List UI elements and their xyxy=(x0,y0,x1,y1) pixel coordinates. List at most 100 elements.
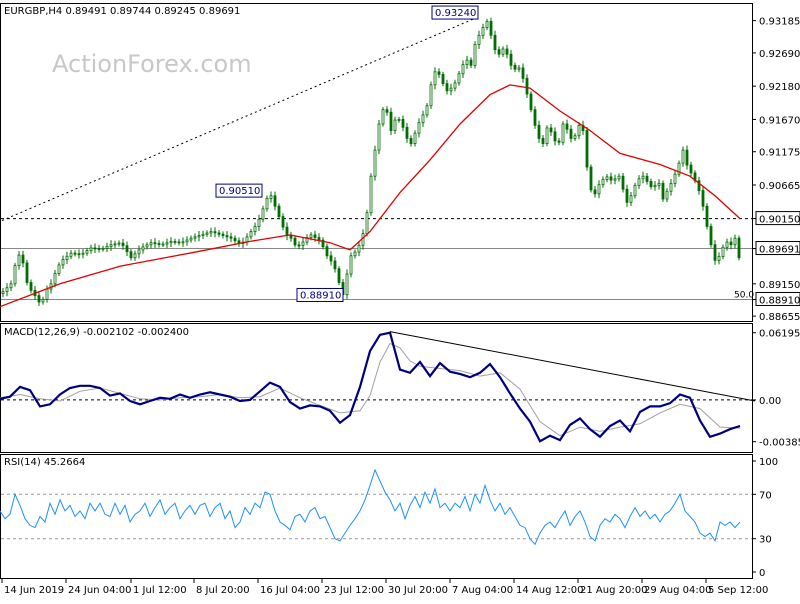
candle xyxy=(657,179,661,190)
candle xyxy=(301,237,305,250)
candle xyxy=(685,145,689,170)
candle xyxy=(609,172,613,185)
candle-body xyxy=(641,175,645,180)
candle xyxy=(149,239,153,249)
price-annotations: 0.93240 0.90510 0.88910 50.0 xyxy=(215,5,754,302)
candle xyxy=(65,251,69,264)
candle xyxy=(509,49,513,70)
candle xyxy=(421,110,425,127)
candle xyxy=(133,250,137,261)
candle-body xyxy=(133,253,137,259)
candle xyxy=(485,18,489,31)
candle-body xyxy=(197,235,201,238)
rsi-tick-0: 0 xyxy=(752,568,765,579)
candle-body xyxy=(685,149,689,166)
rsi-tick-0-text: 0 xyxy=(759,568,765,579)
candle-body xyxy=(225,235,229,238)
candle-body xyxy=(681,149,685,164)
candle xyxy=(173,238,177,245)
macd-tick--0.003851-text: -0.003851 xyxy=(759,438,800,449)
candle-body xyxy=(65,255,69,260)
candle-body xyxy=(549,127,553,133)
candle-body xyxy=(661,182,665,200)
candle xyxy=(13,262,17,287)
candle xyxy=(601,176,605,188)
candle xyxy=(409,135,413,147)
candle xyxy=(205,230,209,237)
rsi-tick-70-text: 70 xyxy=(759,490,772,501)
candle-body xyxy=(177,241,181,244)
candle-body xyxy=(725,241,729,248)
candle xyxy=(661,180,665,202)
candle-body xyxy=(729,241,733,246)
rsi-tick-30: 30 xyxy=(752,535,772,546)
candle-body xyxy=(505,48,509,55)
candle-body xyxy=(85,250,89,254)
candle xyxy=(441,71,445,87)
candle-body xyxy=(97,248,101,250)
candle-body xyxy=(153,242,157,245)
candle-body xyxy=(409,137,413,144)
candle-body xyxy=(733,237,737,246)
annotation-0.88910: 0.88910 xyxy=(300,290,341,301)
candle-body xyxy=(513,64,517,70)
candle-body xyxy=(673,173,677,184)
candle xyxy=(289,231,293,242)
candle-body xyxy=(253,226,257,233)
x-tick-label-10: 29 Aug 04:00 xyxy=(644,585,711,596)
ma-line-path xyxy=(0,84,741,308)
price-tick-0.90150: 0.90150 xyxy=(752,211,800,226)
candle xyxy=(273,191,277,211)
macd-axis-ticks: 0.06195 0.00 -0.003851 xyxy=(752,329,800,449)
candle xyxy=(553,127,557,146)
x-tick-label-5: 23 Jul 12:00 xyxy=(324,585,384,596)
candle-body xyxy=(93,247,97,250)
candle xyxy=(489,17,493,39)
candle xyxy=(61,255,65,269)
rsi-panel-frame xyxy=(0,454,753,579)
candle xyxy=(689,161,693,177)
candle-body xyxy=(357,244,361,253)
price-tick-0.89150: 0.89150 xyxy=(752,280,800,291)
rsi-tick-100: 100 xyxy=(752,457,778,468)
candle xyxy=(525,74,529,98)
candle-body xyxy=(325,246,329,257)
candle-body xyxy=(621,175,625,190)
candle-body xyxy=(129,251,133,259)
candle xyxy=(453,79,457,92)
candle xyxy=(469,57,473,69)
candle-body xyxy=(489,20,493,36)
candle xyxy=(397,116,401,123)
candle-body xyxy=(537,124,541,139)
price-dotted-trendline xyxy=(1,16,479,222)
candle xyxy=(181,237,185,247)
candle xyxy=(529,91,533,113)
macd-tick-0.06195-text: 0.06195 xyxy=(759,329,800,340)
candle xyxy=(29,279,33,294)
candle xyxy=(457,71,461,86)
candle xyxy=(497,46,501,58)
candle xyxy=(321,237,325,250)
candle-body xyxy=(649,181,653,188)
candle xyxy=(269,191,273,203)
candle-body xyxy=(481,27,485,36)
candle-body xyxy=(137,249,141,255)
candle xyxy=(281,213,285,231)
candle-body xyxy=(553,131,557,142)
annotation-box-0.88910 xyxy=(296,287,344,302)
price-tick-0.88910-text: 0.88910 xyxy=(759,295,800,306)
candle xyxy=(157,240,161,248)
candle-body xyxy=(653,184,657,188)
candle xyxy=(105,242,109,253)
candle xyxy=(577,121,581,140)
candle xyxy=(517,64,521,73)
candle-body xyxy=(305,237,309,243)
candle xyxy=(433,67,437,90)
candle xyxy=(265,195,269,212)
candle xyxy=(161,241,165,248)
candle xyxy=(505,44,509,59)
candle-body xyxy=(337,268,341,283)
candle-body xyxy=(229,236,233,239)
candle-body xyxy=(605,176,609,180)
candle xyxy=(473,41,477,69)
